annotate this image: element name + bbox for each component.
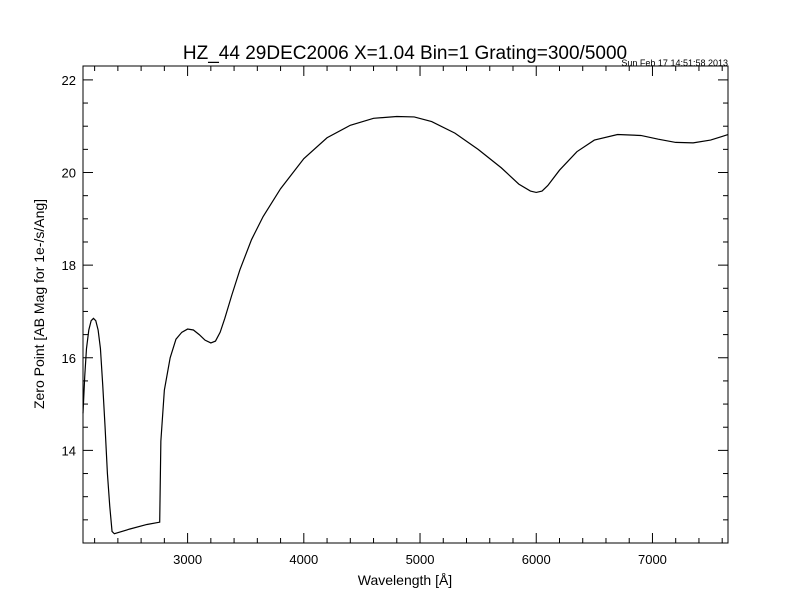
y-tick-label: 20 (62, 166, 76, 181)
y-tick-label: 18 (62, 258, 76, 273)
x-axis-label: Wavelength [Å] (358, 572, 452, 588)
y-tick-label: 22 (62, 73, 76, 88)
x-tick-label: 4000 (289, 552, 318, 567)
chart-title: HZ_44 29DEC2006 X=1.04 Bin=1 Grating=300… (183, 43, 627, 64)
x-tick-label: 6000 (522, 552, 551, 567)
plot-timestamp: Sun Feb 17 14:51:58 2013 (621, 58, 728, 68)
y-tick-label: 14 (62, 443, 76, 458)
series-line-zero-point (82, 115, 729, 535)
y-tick-label: 16 (62, 351, 76, 366)
plot-frame (82, 65, 729, 544)
x-tick-label: 7000 (638, 552, 667, 567)
y-axis-label: Zero Point [AB Mag for 1e-/s/Ang] (31, 199, 47, 409)
x-tick-label: 5000 (406, 552, 435, 567)
x-tick-label: 3000 (173, 552, 202, 567)
axis-ticks: 3000 4000 5000 6000 7000 14 16 18 20 22 (62, 66, 728, 567)
